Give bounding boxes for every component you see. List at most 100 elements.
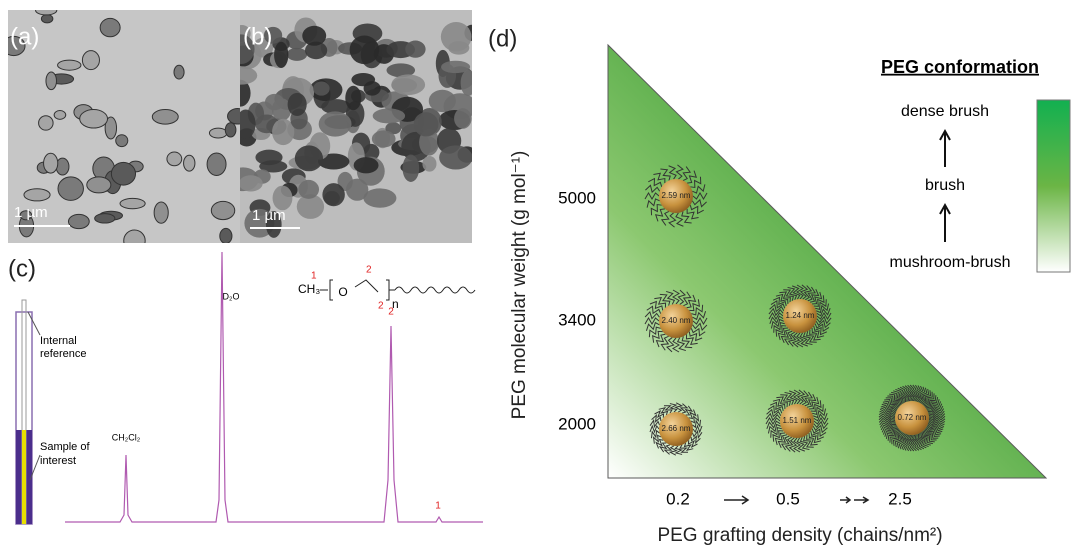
particle: [255, 150, 282, 165]
particle: [167, 152, 182, 166]
atom-number: 2: [378, 301, 384, 312]
tube-label: interest: [40, 455, 76, 467]
particle: [319, 111, 352, 136]
particle: [322, 183, 344, 206]
peak-label: 1: [435, 501, 441, 512]
particle: [405, 41, 425, 58]
particle: [116, 135, 128, 147]
particle: [95, 214, 115, 223]
particle-label: 1.51 nm: [783, 416, 812, 425]
y-tick: 2000: [558, 414, 596, 433]
particle: [46, 72, 57, 90]
particle: [429, 90, 456, 112]
atom-number: 2: [366, 265, 372, 276]
panel-label: (b): [243, 23, 272, 50]
particle: [154, 202, 168, 223]
particle: [295, 145, 323, 171]
particle: [80, 110, 108, 129]
particle: [209, 128, 227, 138]
particle: [373, 108, 405, 123]
particle: [24, 189, 50, 201]
reference: [22, 430, 26, 524]
particle: [211, 201, 234, 219]
tube-label: Internal: [40, 335, 77, 347]
particle: [120, 198, 145, 208]
tube-label: Sample of: [40, 441, 90, 453]
particle: [44, 153, 58, 173]
chem-group: O: [338, 285, 347, 299]
particle: [441, 22, 472, 52]
particle: [350, 35, 380, 64]
pointer: [28, 312, 40, 335]
particle: [39, 116, 54, 130]
atom-number: 1: [311, 271, 317, 282]
particle: [287, 48, 308, 61]
particle: [36, 6, 57, 15]
y-tick: 3400: [558, 310, 596, 329]
legend-level: mushroom-brush: [890, 254, 1011, 271]
particle: [124, 230, 145, 251]
scale-label: 1 µm: [14, 204, 48, 221]
scale-label: 1 µm: [252, 207, 286, 224]
particle: [220, 228, 232, 243]
particle-label: 2.59 nm: [662, 191, 691, 200]
legend-level: brush: [925, 177, 965, 194]
particle: [439, 145, 472, 169]
particle: [372, 130, 396, 147]
figure: (a) (b) 1 µm 1 µm (c) Internal reference…: [0, 0, 1072, 549]
particle: [461, 70, 476, 96]
bonds: [320, 280, 395, 300]
particle: [41, 15, 52, 23]
particle: [288, 93, 307, 116]
legend-level: dense brush: [901, 103, 989, 120]
y-tick: 5000: [558, 188, 596, 207]
color-bar: [1037, 100, 1070, 272]
particle: [391, 74, 425, 95]
peak-label: CH₂Cl₂: [112, 432, 141, 442]
chain: [395, 287, 475, 293]
particle: [174, 65, 184, 79]
particle: [239, 175, 263, 191]
particle: [414, 112, 439, 136]
chem-group: CH₃: [298, 282, 320, 296]
particle: [345, 86, 361, 110]
particle: [302, 26, 326, 46]
x-tick: 0.5: [776, 489, 800, 508]
particle: [363, 188, 396, 207]
x-tick: 2.5: [888, 489, 912, 508]
particle: [207, 153, 226, 176]
particle: [58, 60, 81, 70]
particle: [298, 180, 319, 199]
particle: [152, 109, 178, 124]
particle: [313, 82, 329, 96]
particle: [274, 42, 288, 68]
particle: [54, 111, 66, 120]
particle: [364, 81, 381, 96]
x-tick: 0.2: [666, 489, 690, 508]
y-axis-label: PEG molecular weight (g mol⁻¹): [509, 151, 530, 420]
particle-label: 0.72 nm: [898, 413, 927, 422]
particle: [58, 177, 83, 200]
particle: [403, 155, 420, 182]
particle: [100, 18, 120, 36]
page: (a) (b) 1 µm 1 µm (c) Internal reference…: [0, 0, 1072, 549]
particle-label: 2.66 nm: [662, 424, 691, 433]
particle: [87, 177, 111, 193]
tube-label: reference: [40, 348, 86, 360]
particle: [225, 123, 236, 137]
particle: [184, 155, 195, 171]
peak-label: D₂O: [223, 291, 240, 301]
particle: [56, 158, 69, 175]
particle: [454, 108, 472, 129]
particle-label: 2.40 nm: [662, 316, 691, 325]
particle: [422, 156, 436, 172]
particle-label: 1.24 nm: [786, 311, 815, 320]
particle: [354, 157, 379, 173]
particle: [346, 179, 368, 201]
panel-label: (a): [10, 23, 39, 50]
particle: [68, 214, 89, 228]
nmr-spectrum: [65, 252, 483, 522]
x-axis-label: PEG grafting density (chains/nm²): [657, 525, 942, 546]
particle: [82, 51, 99, 70]
panel-label: (c): [8, 255, 36, 282]
